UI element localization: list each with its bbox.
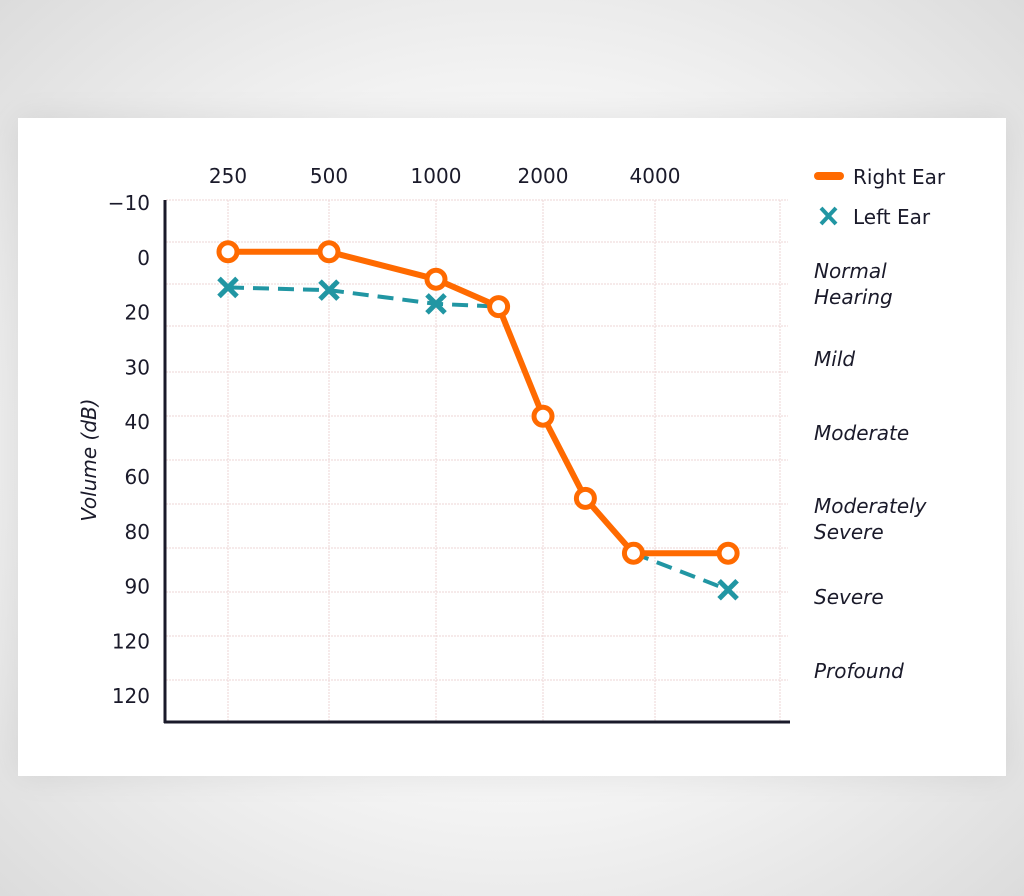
category-profound: Profound	[814, 659, 904, 683]
category-normal-hearing-line1: Normal	[814, 259, 887, 283]
left-ear-point	[217, 276, 239, 299]
category-moderately-severe-line2: Severe	[814, 520, 884, 544]
category-moderately-severe-line1: Moderately	[814, 494, 928, 518]
left-ear-line	[632, 551, 729, 592]
legend-right-ear-label: Right Ear	[853, 165, 946, 189]
y-tick-label: 80	[125, 520, 150, 544]
right-ear-point	[216, 240, 240, 264]
right-ear-line	[228, 248, 729, 557]
category-severe: Severe	[814, 585, 884, 609]
x-tick-label: 250	[209, 164, 247, 188]
left-ear-point	[425, 293, 447, 315]
right-ear-point	[573, 486, 597, 510]
right-ear-point	[487, 295, 511, 319]
legend-left-ear-x-icon	[819, 206, 838, 226]
category-moderate: Moderate	[814, 421, 909, 445]
right-ear-point	[621, 541, 645, 565]
y-tick-label: −10	[108, 191, 150, 215]
x-tick-label: 500	[310, 164, 348, 188]
category-mild: Mild	[814, 347, 855, 371]
right-ear-point	[317, 240, 341, 264]
left-ear-point	[318, 279, 340, 301]
y-tick-label: 40	[125, 410, 150, 434]
right-ear-point	[424, 267, 448, 291]
y-tick-label: 120	[112, 629, 150, 653]
y-axis-label: Volume (dB)	[77, 398, 101, 521]
category-normal-hearing-line2: Hearing	[814, 285, 893, 309]
chart-card	[18, 118, 1006, 776]
y-tick-label: 90	[125, 575, 150, 599]
left-ear-line	[227, 285, 499, 309]
right-ear-point	[716, 541, 740, 565]
y-tick-label: 30	[125, 355, 150, 379]
x-tick-label: 4000	[630, 164, 681, 188]
y-tick-label: 0	[137, 246, 150, 270]
x-tick-label: 1000	[411, 164, 462, 188]
left-ear-point	[717, 578, 739, 601]
y-tick-label: 60	[125, 465, 150, 489]
y-tick-label: 20	[125, 301, 150, 325]
legend-left-ear-label: Left Ear	[853, 205, 931, 229]
y-tick-label: 120	[112, 684, 150, 708]
right-ear-point	[531, 404, 555, 428]
x-tick-label: 2000	[518, 164, 569, 188]
legend: Right Ear Left Ear	[814, 165, 946, 229]
